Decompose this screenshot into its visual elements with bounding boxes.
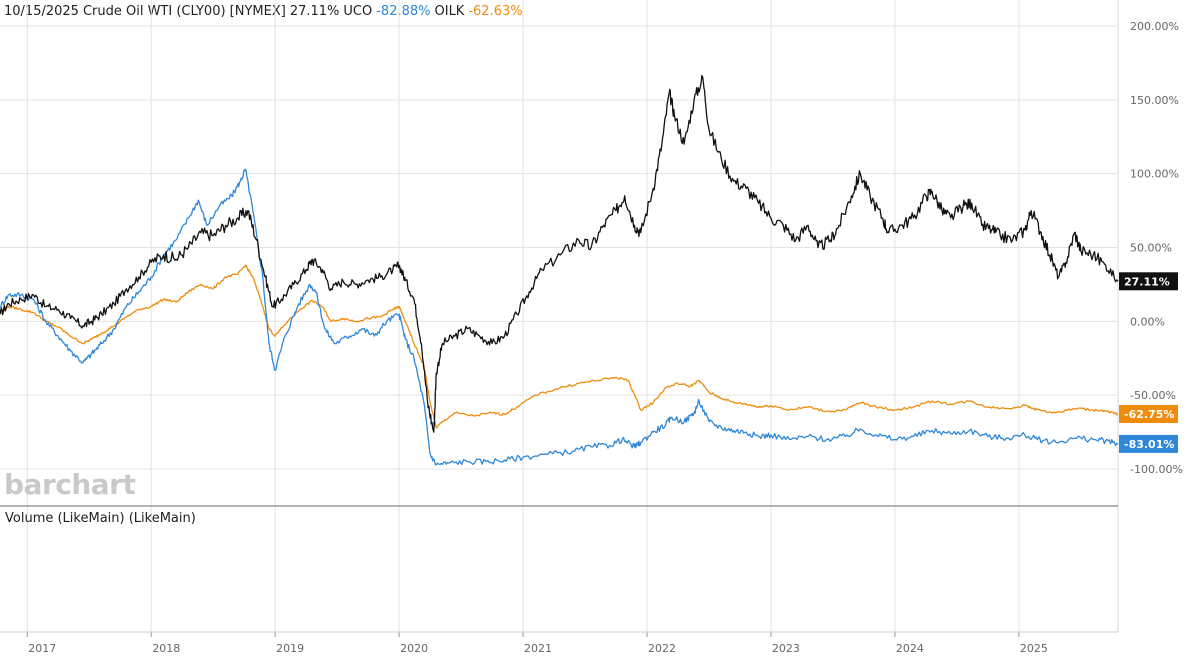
y-tick-label: 50.00% [1130,242,1172,255]
uco-series-line[interactable] [0,168,1119,466]
x-tick-label: 2020 [400,642,428,655]
y-tick-label: 200.00% [1130,20,1179,33]
y-tick-label: -100.00% [1130,463,1183,476]
main-last-value-badge [1119,272,1178,291]
oilk-series-line[interactable] [0,264,1119,429]
oilk-series-name[interactable]: OILK [434,4,465,19]
uco-series-name[interactable]: UCO [343,4,373,19]
volume-pane-label: Volume (LikeMain) (LikeMain) [5,511,196,526]
series-lines [0,74,1119,466]
x-tick-label: 2017 [28,642,56,655]
y-tick-label: -50.00% [1130,389,1176,402]
y-tick-label: 100.00% [1130,168,1179,181]
main-series-line[interactable] [0,74,1119,433]
y-tick-label: 0.00% [1130,315,1165,328]
grid-lines [0,0,1119,637]
chart-header: 10/15/2025 Crude Oil WTI (CLY00) [NYMEX] 2… [4,3,527,20]
x-tick-label: 2021 [524,642,552,655]
uco-series-change: -82.88% [376,4,431,19]
main-last-value-text: 27.11% [1124,275,1170,288]
header-date: 10/15/2025 [4,4,79,19]
main-series-change: 27.11% [289,4,340,19]
barchart-logo: barchart [4,468,136,501]
axis-labels: 200.00%150.00%100.00%50.00%0.00%-50.00%-… [28,20,1183,655]
oilk-last-value-text: -62.75% [1124,408,1174,421]
x-tick-label: 2023 [772,642,800,655]
main-series-name[interactable]: Crude Oil WTI (CLY00) [NYMEX] [82,4,286,19]
x-tick-label: 2022 [648,642,676,655]
x-tick-label: 2025 [1020,642,1048,655]
y-tick-label: 150.00% [1130,94,1179,107]
oilk-last-value-badge [1119,404,1178,423]
x-tick-label: 2018 [152,642,180,655]
uco-last-value-badge [1119,434,1178,453]
oilk-series-change: -62.63% [468,4,523,19]
uco-last-value-text: -83.01% [1124,438,1174,451]
x-tick-label: 2024 [896,642,924,655]
x-tick-label: 2019 [276,642,304,655]
last-value-badges: -62.75% -83.01% 27.11% [1119,272,1178,453]
